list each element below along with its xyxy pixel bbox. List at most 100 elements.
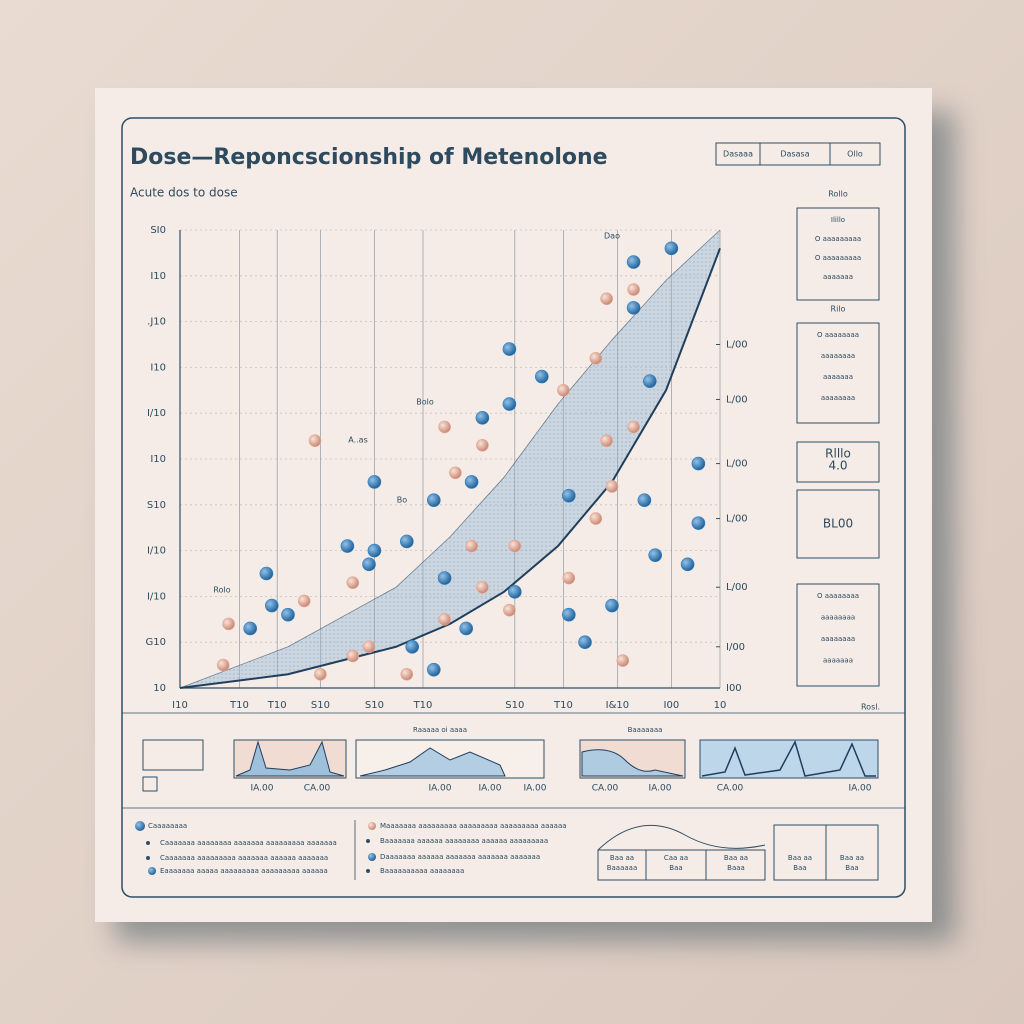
side-box: [796, 207, 880, 301]
side-box: [796, 583, 880, 687]
data-point: [405, 639, 420, 654]
x-tick-label: 10: [714, 700, 727, 711]
legend-dot-small: [146, 841, 150, 845]
legend-dot-small: [366, 839, 370, 843]
data-point: [367, 475, 382, 489]
legend-dot: [148, 867, 156, 875]
data-point: [600, 292, 613, 306]
diagram-label: Caa aa: [664, 854, 688, 862]
data-point: [259, 566, 274, 581]
data-point: [476, 580, 489, 594]
sparkline-label: IA.00: [479, 784, 502, 794]
side-box-text: O aaaaaaaa: [817, 592, 859, 600]
data-point: [508, 539, 522, 553]
y-tick-label: I/10: [147, 546, 166, 557]
annotation: Rolo: [213, 586, 230, 595]
legend-text: Eaaaaaaa aaaaa aaaaaaaaa aaaaaaaaa aaaaa…: [160, 867, 328, 875]
sparkline-label: CA.00: [717, 784, 744, 794]
data-point: [264, 598, 279, 613]
data-point: [627, 283, 640, 296]
mini-box: [142, 739, 204, 771]
data-point: [626, 255, 641, 269]
frame: [121, 117, 906, 898]
annotation: A..as: [348, 436, 368, 445]
data-point: [561, 607, 576, 622]
data-point: [502, 342, 517, 356]
data-point: [281, 607, 295, 622]
y2-tick-label: L/00: [726, 514, 748, 525]
sparkline-label: IA.00: [849, 784, 872, 794]
data-point: [626, 301, 641, 315]
side-box-text: aaaaaaaa: [821, 352, 855, 360]
data-point: [362, 557, 376, 572]
x-tick-label: S10: [365, 700, 384, 711]
x-tick-label: I&10: [606, 700, 629, 711]
x-tick-label: I10: [172, 700, 188, 711]
data-point: [465, 539, 478, 553]
annotation: Bolo: [416, 398, 434, 407]
data-point: [605, 598, 619, 613]
legend-dot: [368, 853, 376, 861]
side-box-text: O aaaaaaaa: [817, 331, 859, 339]
sparkline-heading: Baaaaaaa: [628, 726, 663, 734]
data-point: [691, 456, 706, 471]
y-tick-label: I/10: [147, 591, 166, 602]
data-point: [426, 662, 441, 677]
x-tick-label: T10: [267, 700, 287, 711]
y2-tick-label: I00: [726, 683, 742, 694]
data-point: [637, 493, 652, 508]
legend-text: Caaaaaaaa: [148, 822, 187, 830]
x-tick-label: T10: [553, 700, 573, 711]
side-box-heading: Rollo: [828, 190, 848, 199]
data-point: [691, 516, 706, 530]
data-point: [438, 420, 451, 434]
diagram-label: Baa aa: [724, 854, 748, 862]
data-point: [557, 383, 570, 397]
band-texture: [180, 230, 720, 688]
legend-dot: [368, 822, 376, 830]
side-box-heading: Rilo: [831, 305, 846, 314]
x-tick-label: S10: [505, 700, 524, 711]
y2-tick-label: L/00: [726, 459, 748, 470]
side-box: [796, 441, 880, 483]
y-tick-label: S10: [147, 500, 166, 511]
data-point: [507, 585, 522, 599]
chart-title: Dose—Reponcscionship of Metenolone: [130, 145, 608, 170]
y2-tick-label: L/00: [726, 394, 748, 405]
sparkline: [359, 747, 506, 777]
data-point: [503, 603, 516, 617]
y2-tick-label: L/00: [726, 582, 748, 593]
sparkline-label: CA.00: [592, 784, 619, 794]
sparkline-label: IA.00: [524, 784, 547, 794]
data-point: [578, 635, 592, 650]
data-point: [664, 241, 679, 256]
data-point: [464, 475, 479, 489]
y2-tick-label: L/00: [726, 340, 748, 351]
x-tick-label: S10: [311, 700, 330, 711]
data-point: [561, 488, 576, 503]
band-upper-line: [179, 229, 721, 689]
y-tick-label: G10: [146, 637, 166, 648]
mini-box: [142, 776, 158, 792]
data-point: [216, 658, 230, 672]
side-box-text: aaaaaaa: [823, 373, 853, 381]
data-point: [426, 493, 441, 508]
sparkline-heading: Raaaaa oi aaaa: [413, 726, 467, 734]
data-point: [362, 640, 376, 654]
diagram-label: Baaa: [727, 864, 745, 872]
data-point: [243, 621, 257, 636]
data-point: [680, 557, 695, 572]
diagram-label: Baa aa: [788, 854, 812, 862]
data-point: [627, 420, 640, 434]
data-point: [438, 612, 451, 626]
data-point: [222, 617, 235, 631]
y-tick-label: .J10: [147, 317, 166, 328]
side-box-text: O aaaaaaaaa: [815, 235, 861, 243]
legend-text: Baaaaaaaaaa aaaaaaaa: [380, 867, 464, 875]
data-point: [534, 369, 549, 384]
sparkline-label: IA.00: [429, 784, 452, 794]
data-point: [399, 534, 414, 549]
data-point: [476, 438, 489, 452]
side-box-text: BL00: [823, 517, 853, 531]
